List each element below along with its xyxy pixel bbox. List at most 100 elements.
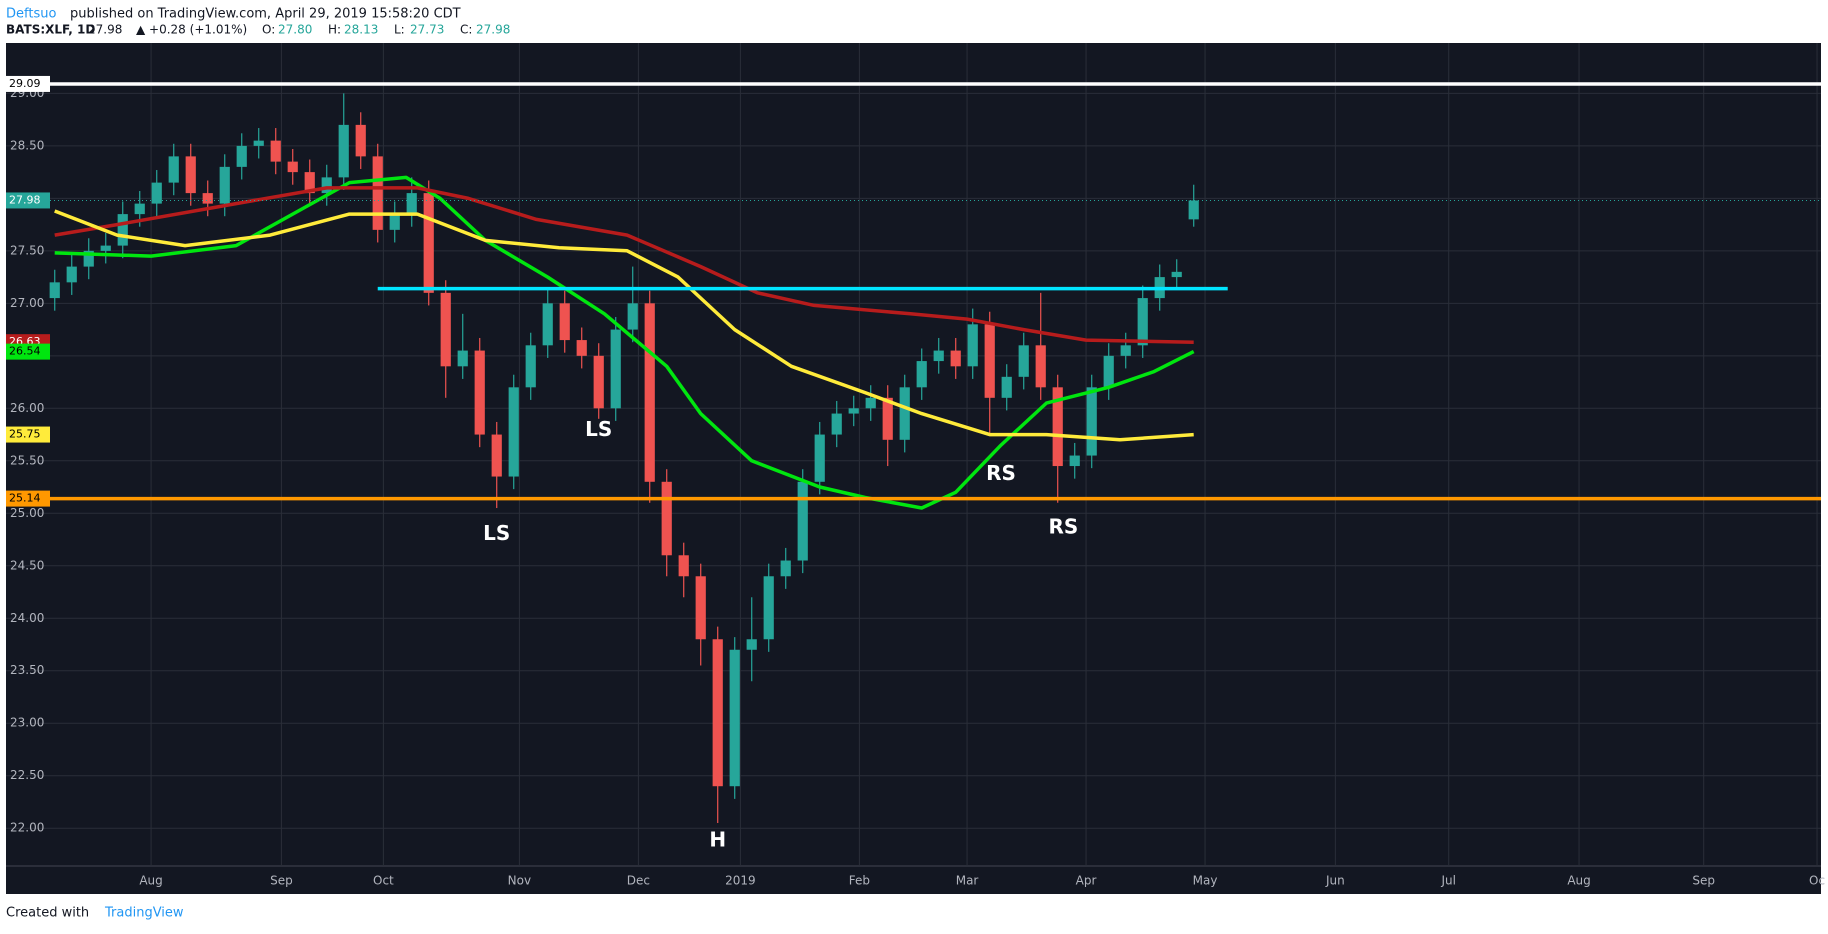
footer-brand[interactable]: TradingView (104, 906, 184, 921)
annotation: H (709, 827, 726, 851)
published: published on TradingView.com, April 29, … (70, 7, 461, 22)
x-tick-label: May (1193, 874, 1218, 888)
candle-body (117, 214, 128, 246)
candle-body (474, 350, 485, 435)
ohlc-key: L: (394, 23, 405, 37)
candle-body (661, 481, 672, 556)
x-tick-label: Mar (956, 874, 979, 888)
candle-body (66, 266, 77, 283)
annotation: RS (986, 461, 1016, 485)
candle-body (865, 397, 876, 409)
price-label-box (6, 75, 50, 92)
candle-body (236, 145, 247, 167)
annotation: RS (1048, 514, 1078, 538)
y-tick-label: 27.00 (10, 296, 44, 310)
x-tick-label: Feb (849, 874, 870, 888)
candle-body (1188, 200, 1199, 220)
candle-body (287, 161, 298, 173)
x-tick-label: Aug (1567, 874, 1590, 888)
y-tick-label: 28.50 (10, 138, 44, 152)
price-label: 27.98 (9, 193, 41, 206)
candle-body (423, 193, 434, 293)
candle-body (355, 124, 366, 157)
candle-body (389, 214, 400, 230)
candle-body (1137, 298, 1148, 346)
candle-body (712, 639, 723, 787)
price-label: 25.14 (9, 492, 41, 505)
ohlc-value: 28.13 (344, 23, 378, 37)
candle-body (525, 345, 536, 388)
candle-body (984, 324, 995, 398)
candle-body (185, 156, 196, 194)
candle-body (1001, 376, 1012, 398)
x-tick-label: Jul (1440, 874, 1455, 888)
candle-body (270, 140, 281, 162)
y-tick-label: 25.00 (10, 506, 44, 520)
chart-background (6, 43, 1821, 894)
candle-body (151, 182, 162, 204)
y-tick-label: 25.50 (10, 453, 44, 467)
y-tick-label: 23.50 (10, 663, 44, 677)
candle-body (1018, 345, 1029, 377)
candle-body (729, 649, 740, 787)
y-tick-label: 24.00 (10, 611, 44, 625)
x-tick-label: Nov (508, 874, 531, 888)
candle-body (678, 555, 689, 577)
ohlc-value: 27.98 (476, 23, 510, 37)
y-tick-label: 26.00 (10, 401, 44, 415)
candle-body (338, 124, 349, 178)
moving-average (54, 186, 1194, 344)
y-tick-label: 24.50 (10, 558, 44, 572)
price-label: 25.75 (9, 428, 41, 441)
moving-average (54, 209, 1194, 442)
candle-body (1052, 387, 1063, 467)
x-tick-label: Aug (139, 874, 162, 888)
candle-body (627, 303, 638, 330)
y-tick-label: 23.00 (10, 716, 44, 730)
candle-body (695, 576, 706, 640)
candle-body (831, 413, 842, 435)
x-tick-label: Oc (1809, 874, 1825, 888)
y-tick-label: 27.50 (10, 243, 44, 257)
candle-body (644, 303, 655, 482)
x-tick-label: Jun (1325, 874, 1345, 888)
annotation: LS (585, 417, 612, 441)
candle-body (848, 408, 859, 414)
candle-body (559, 303, 570, 341)
candle-body (746, 639, 757, 650)
x-tick-label: Sep (1692, 874, 1715, 888)
x-tick-label: Sep (270, 874, 293, 888)
x-tick-label: Dec (627, 874, 650, 888)
candle-body (1120, 345, 1131, 356)
candle-body (100, 245, 111, 251)
price-label: 29.09 (9, 77, 41, 90)
candle-body (491, 434, 502, 477)
candle-body (797, 481, 808, 561)
ohlc-value: 27.73 (410, 23, 444, 37)
x-tick-label: Apr (1076, 874, 1097, 888)
annotation: LS (483, 521, 510, 545)
candle-body (542, 303, 553, 346)
symbol: BATS:XLF, 1D (6, 23, 95, 37)
moving-average (54, 175, 1195, 510)
author[interactable]: Deftsuo (6, 7, 56, 22)
candle-body (219, 166, 230, 204)
candle-body (304, 172, 315, 194)
candle-body (593, 355, 604, 409)
candle-body (83, 250, 94, 267)
candle-body (882, 397, 893, 440)
price-label-box (6, 343, 50, 360)
candle-body (610, 329, 621, 409)
candle-body (950, 350, 961, 367)
last-price: 27.98 (88, 23, 122, 37)
candle-body (372, 156, 383, 230)
candle-body (440, 292, 451, 367)
candle-body (406, 193, 417, 215)
y-tick-label: 22.50 (10, 768, 44, 782)
price-label: 26.54 (9, 345, 41, 358)
price-change: ▲ +0.28 (+1.01%) (136, 23, 247, 37)
candle-body (814, 434, 825, 482)
candle-body (321, 177, 332, 194)
candle-body (576, 340, 587, 356)
